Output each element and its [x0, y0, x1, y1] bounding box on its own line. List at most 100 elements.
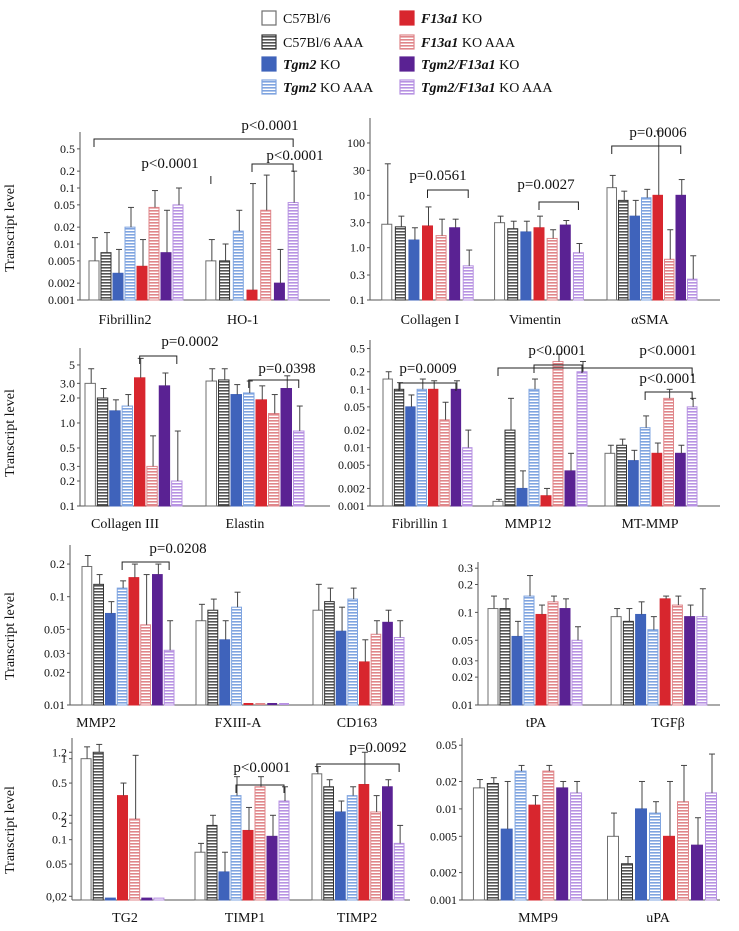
group-label: Elastin: [226, 517, 265, 532]
y-tick-label: 0.02: [436, 774, 457, 788]
y-tick-label: 0.05: [54, 198, 75, 212]
bar-elastin-tgm2AAA: [243, 392, 255, 507]
group-label: αSMA: [631, 313, 670, 328]
legend-swatch-tgm2: [261, 56, 277, 72]
bar-upa-dbl: [691, 844, 703, 901]
y-tick-label: 1.2: [52, 745, 67, 759]
bar-vimentin-wt: [494, 222, 506, 301]
bar-ho-1-dbl: [273, 282, 285, 301]
bar-αsma-tgm2AAA: [641, 197, 652, 301]
legend-label-tgm2AAA: Tgm2 KO AAA: [283, 81, 374, 96]
bar-fibrillin-1-dbl: [450, 388, 462, 507]
bar-mmp12-tgm2: [516, 487, 528, 507]
group-label: Fibrillin 1: [392, 517, 448, 532]
significance-bracket: [248, 379, 300, 388]
bar-cd163-wt: [312, 609, 324, 706]
bar-fxiii-a-wtAAA: [207, 609, 219, 706]
bar-αsma-wtAAA: [618, 199, 629, 301]
y-tick-label: 0.05: [46, 857, 67, 871]
bar-tg2-wt: [80, 758, 92, 901]
chart-B1: 0.1 0.20.3 0.5 1.0 2.03.0 5 Transcript level Co…: [3, 334, 330, 532]
y-tick-label: 0.01: [54, 237, 75, 251]
group-label: FXIII-A: [215, 716, 263, 731]
y-tick-label: 0.3: [60, 459, 75, 473]
y-tick-label: 0.005: [338, 458, 365, 472]
bar-mmp9-f13AAA: [542, 770, 555, 901]
bar-mmp9-tgm2: [500, 828, 513, 901]
bar-elastin-dblAAA: [293, 430, 305, 507]
bar-mmp2-tgm2AAA: [116, 587, 128, 706]
y-tick-label: 1: [61, 752, 67, 766]
bar-mmp2-wt: [81, 565, 93, 706]
bar-tpa-f13: [535, 613, 547, 706]
bar-timp2-f13: [358, 783, 370, 901]
y-tick-label: 0.005: [430, 829, 457, 843]
bar-timp2-dblAAA: [393, 842, 405, 901]
group-label: Collagen I: [401, 313, 460, 328]
bar-αsma-f13AAA: [664, 258, 675, 301]
y-tick-label: 3.0: [350, 216, 365, 230]
y-tick-label: 100: [347, 136, 365, 150]
y-tick-label: 0.2: [60, 164, 75, 178]
legend-label-f13: F13a1 KO: [420, 12, 482, 27]
y-tick-label: 0.5: [52, 776, 67, 790]
bar-tgfβ-f13AAA: [671, 604, 683, 706]
bar-mmp2-tgm2: [105, 612, 116, 706]
chart-C2: 0.01 0.02 0.03 0.05 0.1 0.2 0.3 tPA TGFβ: [452, 561, 720, 731]
bar-elastin-dbl: [280, 388, 292, 507]
significance-bracket: [139, 355, 178, 364]
significance-bracket: [93, 138, 294, 147]
y-tick-label: 0.05: [452, 633, 473, 647]
bar-collagen-i-wtAAA: [394, 226, 406, 301]
significance-bracket: [427, 189, 469, 198]
bar-fibrillin-1-f13AAA: [439, 419, 450, 507]
bar-cd163-dbl: [382, 621, 393, 706]
bar-tg2-wtAAA: [92, 751, 104, 901]
chart-C1: 0.01 0.02 0.03 0.05 0.1 0.2 Transcript level MM…: [3, 541, 405, 731]
group-label: MT-MMP: [621, 517, 678, 532]
bar-tgfβ-wtAAA: [622, 620, 634, 706]
bar-upa-f13AAA: [677, 801, 689, 901]
p-value-label: p<0.0001: [233, 760, 290, 776]
bar-cd163-f13: [359, 661, 370, 706]
bar-fxiii-a-wt: [195, 620, 207, 706]
y-tick-label: 0.2: [60, 474, 75, 488]
bar-mmp12-wt: [492, 500, 504, 507]
bar-fibrillin2-tgm2AAA: [124, 226, 136, 301]
y-tick-label: 0.3: [350, 268, 365, 282]
significance-bracket: [538, 201, 579, 210]
bar-upa-wt: [607, 835, 619, 901]
y-axis-label: Transcript level: [3, 786, 18, 874]
bar-timp2-tgm2: [335, 811, 346, 901]
bar-upa-wtAAA: [621, 863, 633, 901]
significance-bracket: [121, 561, 170, 570]
y-tick-label: 1.0: [60, 416, 75, 430]
bar-collagen-iii-f13: [134, 377, 146, 507]
bar-fibrillin2-wtAAA: [100, 252, 112, 301]
y-tick-label: 10: [353, 188, 365, 202]
bar-mmp12-dblAAA: [576, 371, 588, 507]
legend-swatch-dblAAA: [399, 79, 415, 95]
group-label: Vimentin: [509, 313, 561, 328]
bar-mmp2-dblAAA: [163, 649, 175, 706]
bar-mt-mmp-wt: [604, 452, 616, 507]
bar-fibrillin-1-f13: [428, 388, 439, 507]
bar-mt-mmp-tgm2AAA: [639, 427, 651, 507]
y-tick-label: 0.001: [338, 499, 365, 513]
bar-tgfβ-tgm2: [635, 613, 647, 706]
bar-fibrillin-1-wtAAA: [393, 388, 405, 507]
significance-bracket: [533, 364, 583, 373]
bar-mmp12-dbl: [564, 470, 576, 507]
bar-upa-f13: [663, 835, 675, 901]
y-tick-label: 2.0: [60, 391, 75, 405]
bar-ho-1-wt: [205, 260, 217, 301]
bar-mmp2-dbl: [152, 574, 163, 706]
bar-tgfβ-f13: [659, 598, 671, 706]
p-value-label: p<0.0001: [141, 156, 198, 172]
bar-ho-1-f13AAA: [260, 209, 272, 301]
y-tick-label: 0.02: [54, 220, 75, 234]
chart-A2: 0.1 0.3 1.0 3.0 10 30 100 Collagen I Vimentin αSM…: [347, 118, 720, 328]
p-value-label: p<0.0001: [266, 148, 323, 164]
bar-tpa-f13AAA: [547, 601, 559, 706]
bar-timp2-tgm2AAA: [346, 795, 358, 901]
